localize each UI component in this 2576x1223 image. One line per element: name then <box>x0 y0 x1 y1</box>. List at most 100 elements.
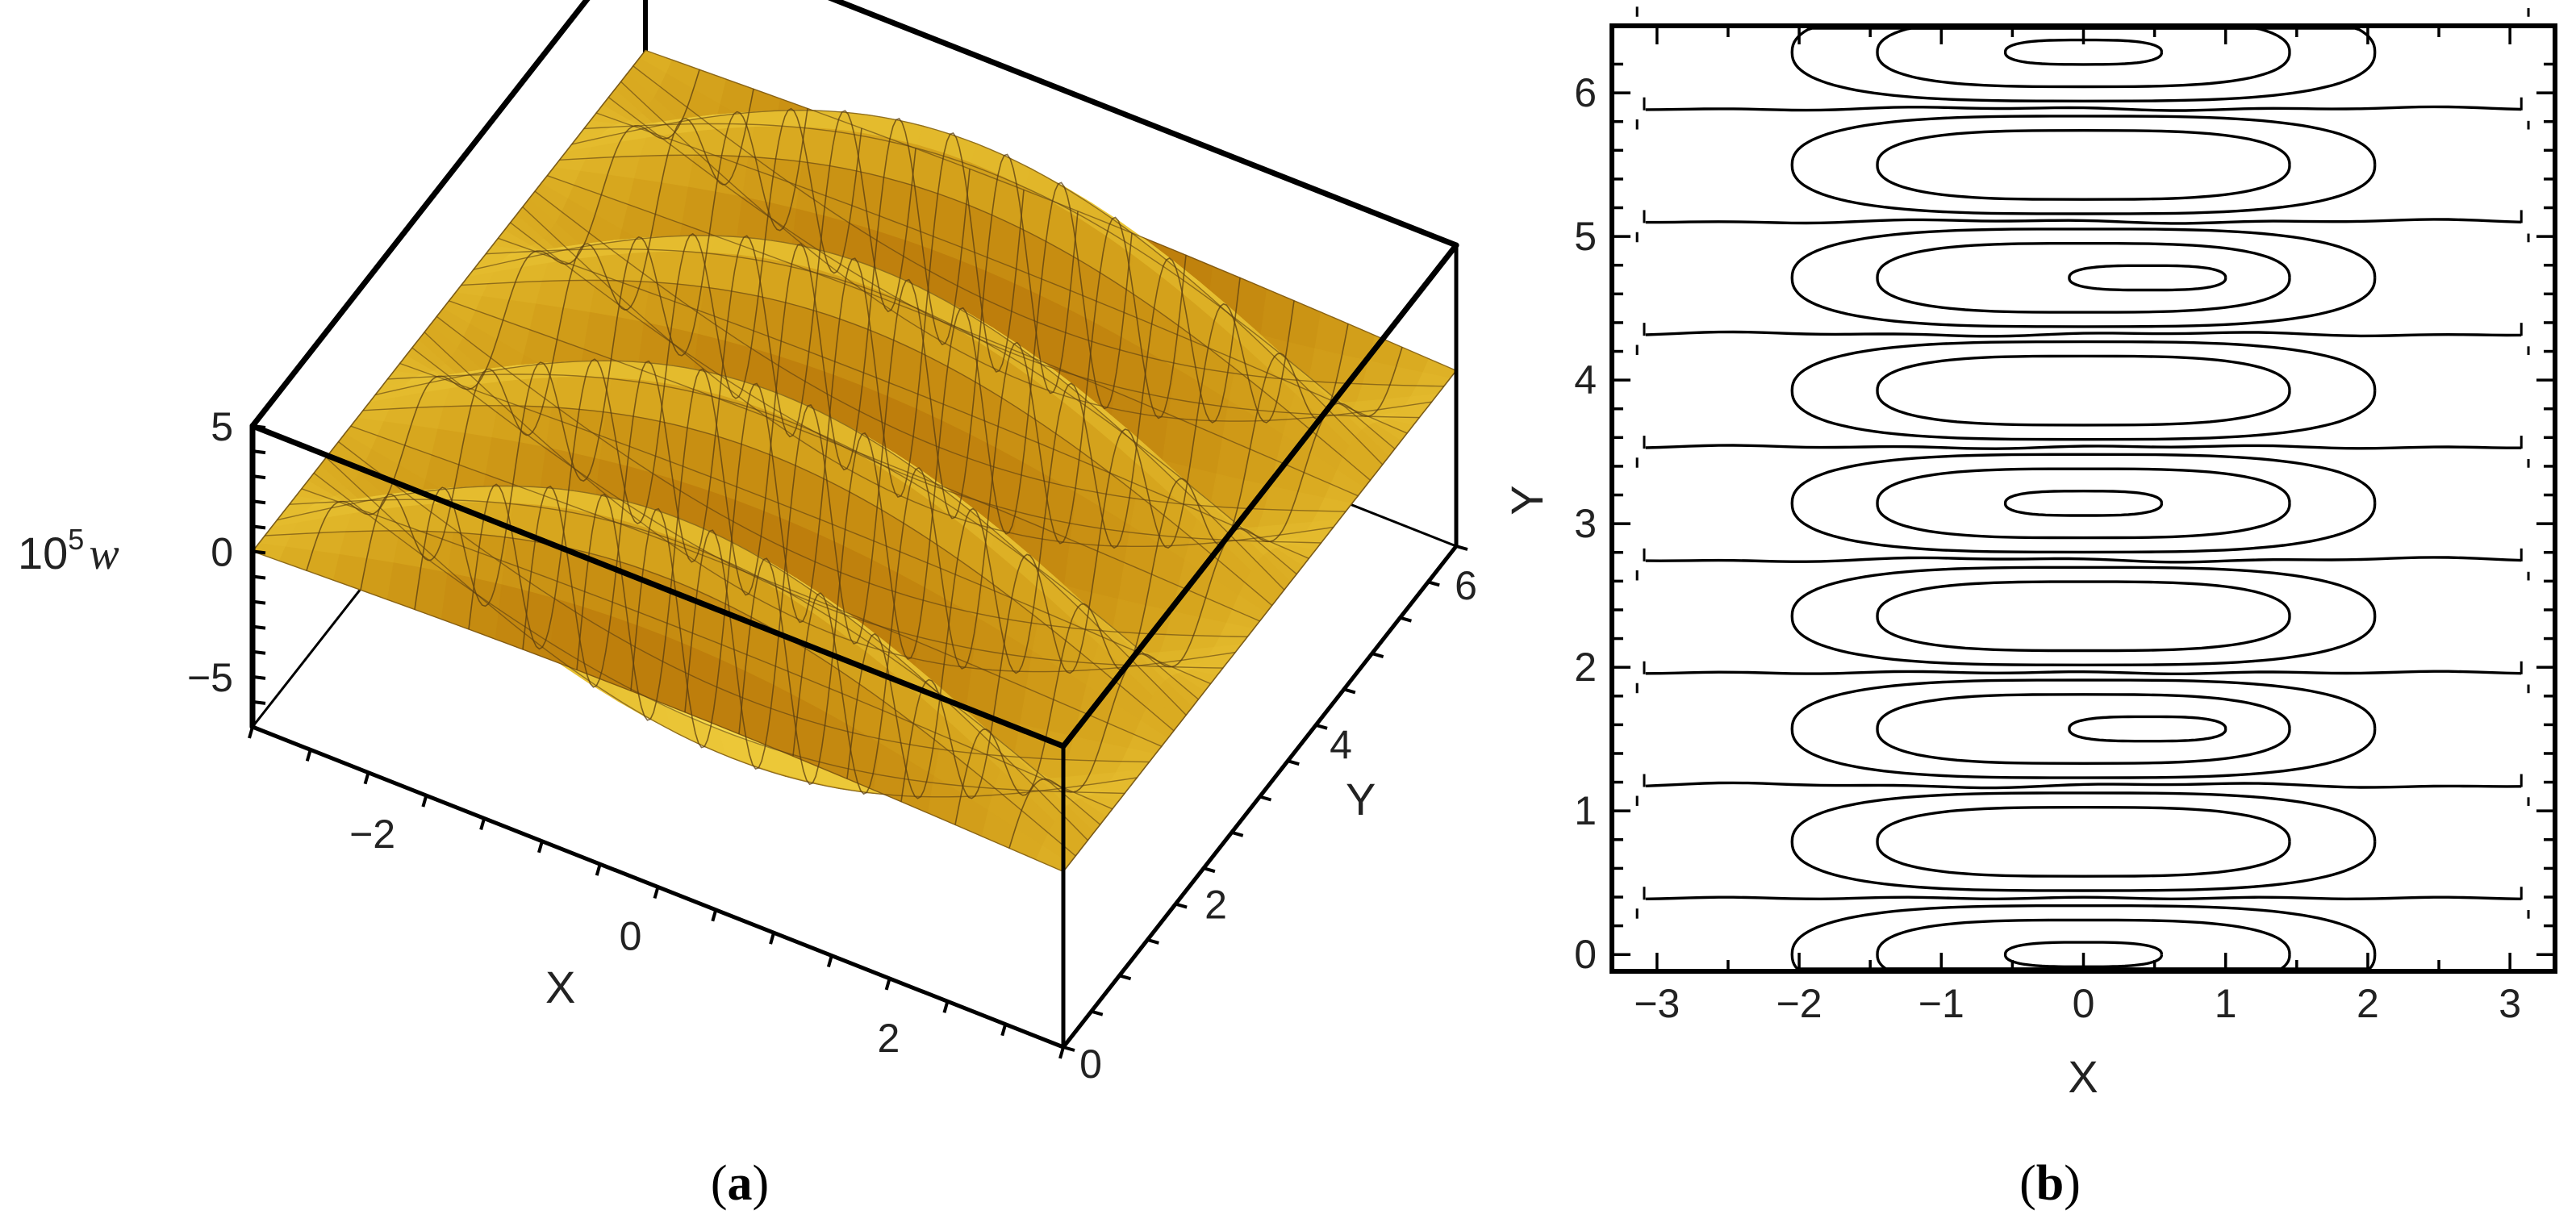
mesh-line-y <box>252 550 1064 873</box>
x-axis-label-3d: X <box>545 962 575 1012</box>
mesh-line-y <box>362 405 1175 732</box>
y-axis-label-contour: Y <box>1501 485 1552 515</box>
y-tick-label: 6 <box>1574 70 1597 115</box>
mesh-line-y <box>547 175 1359 497</box>
mesh-line-y <box>633 65 1444 387</box>
contour-line <box>1876 467 2291 540</box>
contour-axis-ticks: −3 −2 −1 0 1 2 3 0 1 2 3 4 5 6 <box>1574 28 2553 1026</box>
z-tick-mark <box>252 674 266 680</box>
y-tick-mark <box>1259 795 1272 802</box>
x-tick-label: 2 <box>2357 981 2379 1026</box>
z-tick-mark <box>252 549 266 555</box>
y-tick-label: 6 <box>1455 563 1477 608</box>
x-axis-label-contour: X <box>2068 1051 2098 1102</box>
contour-plot-frame <box>1609 23 2557 974</box>
mesh-line-y <box>338 441 1150 763</box>
y-tick-mark <box>1287 759 1300 766</box>
mesh-line-y <box>645 49 1457 372</box>
y-tick-mark <box>1399 616 1412 623</box>
mesh-line-y <box>620 81 1432 422</box>
contour-line <box>1876 805 2291 878</box>
x-tick-mark <box>1058 1046 1065 1059</box>
y-tick-label: 4 <box>1574 357 1597 403</box>
separatrix-line <box>1645 895 2522 901</box>
caption-a: (a) <box>711 1156 769 1211</box>
mesh-line-y <box>387 374 1199 700</box>
z-tick-mark <box>252 599 266 605</box>
z-tick-mark <box>252 474 266 480</box>
contour-line <box>2003 38 2164 66</box>
y-tick-mark <box>1063 1046 1075 1052</box>
contour-plot-panel: −3 −2 −1 0 1 2 3 0 1 2 3 4 5 6 X Y (b) <box>1501 6 2557 1211</box>
contour-line <box>2003 489 2164 517</box>
x-tick-mark <box>421 795 428 808</box>
mesh-line-y <box>583 123 1396 449</box>
z-tick-mark <box>252 424 266 429</box>
y-tick-mark <box>1427 580 1440 587</box>
box-edge-right-top <box>1060 242 1459 749</box>
mesh-line-y <box>498 237 1309 559</box>
y-tick-label: 0 <box>1079 1041 1102 1087</box>
z-axis-label-base: 10 <box>18 528 68 578</box>
mesh-line-y <box>571 109 1384 465</box>
contour-line <box>1790 27 2377 103</box>
y-tick-label: 3 <box>1574 501 1597 546</box>
x-tick-label: 2 <box>877 1016 900 1061</box>
contour-line <box>1876 918 2291 970</box>
box-edge-back-top <box>827 0 1459 248</box>
mesh-line-y <box>424 332 1236 673</box>
contour-line <box>2068 264 2227 292</box>
contour-lines <box>1635 6 2530 970</box>
contour-line <box>1790 453 2377 554</box>
mesh-line-y <box>522 206 1334 547</box>
box-edge-left-top <box>249 0 591 429</box>
y-tick-mark <box>1091 1009 1104 1016</box>
mesh-line-y <box>486 248 1297 575</box>
x-tick-mark <box>363 772 370 785</box>
y-tick-mark <box>1455 545 1468 551</box>
contour-line <box>1876 27 2291 89</box>
z-tick-mark <box>252 699 266 705</box>
z-tick-mark <box>252 649 266 655</box>
y-tick-mark <box>1372 652 1384 658</box>
contour-line <box>2003 941 2164 968</box>
y-tick-mark <box>1231 830 1244 837</box>
contour-line <box>1790 340 2377 441</box>
mesh-line-y <box>510 222 1321 544</box>
x-tick-label: 0 <box>2073 981 2095 1026</box>
contour-line <box>1876 354 2291 427</box>
y-tick-mark <box>1315 723 1328 730</box>
separatrix-line <box>1645 218 2522 225</box>
x-tick-mark <box>884 978 891 991</box>
x-tick-label: −2 <box>349 812 395 857</box>
contour-line <box>1876 128 2291 201</box>
caption-b: (b) <box>2019 1156 2081 1211</box>
mesh-line-y <box>350 425 1163 747</box>
z-tick-mark <box>252 574 266 580</box>
z-tick-label: 5 <box>211 404 233 449</box>
y-tick-label: 0 <box>1574 932 1597 977</box>
y-tick-label: 2 <box>1204 882 1227 927</box>
contour-line <box>1876 693 2291 766</box>
mesh-line-y <box>595 112 1408 434</box>
x-tick-label: −2 <box>1776 981 1822 1026</box>
contour-line <box>1790 115 2377 215</box>
z-axis-label: 105 w <box>18 523 119 579</box>
x-tick-label: 0 <box>620 914 642 959</box>
z-tick-mark <box>252 499 266 505</box>
y-tick-mark <box>1203 866 1216 874</box>
y-tick-label: 5 <box>1574 214 1597 259</box>
x-tick-mark <box>479 817 486 830</box>
separatrix-line <box>1645 330 2522 338</box>
contour-line <box>1790 678 2377 779</box>
mesh-line-y <box>461 279 1273 607</box>
separatrix-line <box>1645 556 2522 564</box>
surface-axis-ticks: −2 0 2 0 2 4 6 5 0 −5 <box>187 404 1477 1087</box>
separatrix-line <box>1645 444 2522 450</box>
mesh-line-y <box>277 485 1088 841</box>
x-tick-mark <box>248 726 254 739</box>
separatrix-line <box>1645 105 2522 112</box>
y-tick-label: 4 <box>1330 723 1352 768</box>
